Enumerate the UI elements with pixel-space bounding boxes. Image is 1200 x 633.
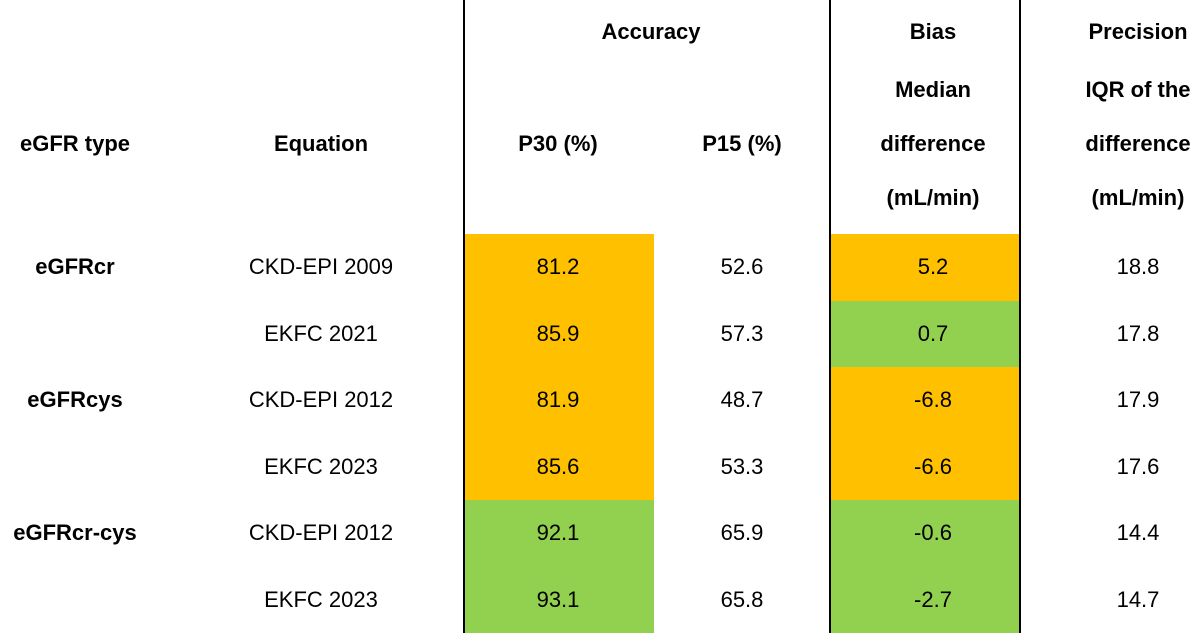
column-header: difference — [1085, 131, 1191, 156]
p30-highlight — [464, 500, 654, 567]
egfr-type: eGFRcr — [35, 254, 115, 280]
bias-highlight — [830, 234, 1020, 301]
cell-value: 81.9 — [536, 387, 580, 413]
p30-highlight — [464, 234, 654, 301]
group-header: Bias — [909, 19, 957, 44]
cell-value: 57.3 — [720, 320, 764, 346]
cell-value: 65.9 — [720, 520, 764, 546]
column-header: (mL/min) — [1091, 185, 1185, 210]
cell-value: 14.7 — [1116, 586, 1160, 612]
divider — [1019, 0, 1021, 633]
column-header: P15 (%) — [702, 131, 782, 156]
column-header: eGFR type — [19, 131, 131, 156]
cell-value: 0.7 — [917, 320, 949, 346]
cell-value: 5.2 — [917, 254, 949, 280]
bias-highlight — [830, 500, 1020, 567]
cell-value: 93.1 — [536, 586, 580, 612]
bias-highlight — [830, 566, 1020, 633]
p30-highlight — [464, 433, 654, 500]
cell-value: 14.4 — [1116, 520, 1160, 546]
cell-value: 18.8 — [1116, 254, 1160, 280]
divider — [829, 0, 831, 633]
cell-value: 48.7 — [720, 387, 764, 413]
cell-value: -6.6 — [914, 453, 952, 479]
column-header: difference — [880, 131, 986, 156]
bias-highlight — [830, 300, 1020, 367]
egfr-type: eGFRcys — [27, 387, 123, 413]
equation: CKD-EPI 2009 — [248, 254, 394, 280]
equation: CKD-EPI 2012 — [248, 387, 394, 413]
column-header: P30 (%) — [518, 131, 598, 156]
cell-value: -6.8 — [914, 387, 952, 413]
p30-highlight — [464, 300, 654, 367]
bias-highlight — [830, 367, 1020, 434]
cell-value: 53.3 — [720, 453, 764, 479]
cell-value: 17.8 — [1116, 320, 1160, 346]
equation: CKD-EPI 2012 — [248, 520, 394, 546]
equation: EKFC 2021 — [264, 320, 378, 346]
group-header: Precision — [1088, 19, 1188, 44]
p30-highlight — [464, 367, 654, 434]
equation: EKFC 2023 — [264, 586, 378, 612]
cell-value: 17.6 — [1116, 453, 1160, 479]
cell-value: 81.2 — [536, 254, 580, 280]
bias-highlight — [830, 433, 1020, 500]
divider — [463, 0, 465, 633]
cell-value: 92.1 — [536, 520, 580, 546]
cell-value: 65.8 — [720, 586, 764, 612]
cell-value: 85.6 — [536, 453, 580, 479]
column-header: (mL/min) — [886, 185, 980, 210]
group-header: Accuracy — [601, 19, 701, 44]
column-header: IQR of the — [1085, 77, 1191, 102]
cell-value: -0.6 — [914, 520, 952, 546]
cell-value: 17.9 — [1116, 387, 1160, 413]
column-header: Median — [895, 77, 971, 102]
p30-highlight — [464, 566, 654, 633]
egfr-type: eGFRcr-cys — [13, 520, 137, 546]
cell-value: -2.7 — [914, 586, 952, 612]
cell-value: 52.6 — [720, 254, 764, 280]
equation: EKFC 2023 — [264, 453, 378, 479]
column-header: Equation — [273, 131, 369, 156]
cell-value: 85.9 — [536, 320, 580, 346]
